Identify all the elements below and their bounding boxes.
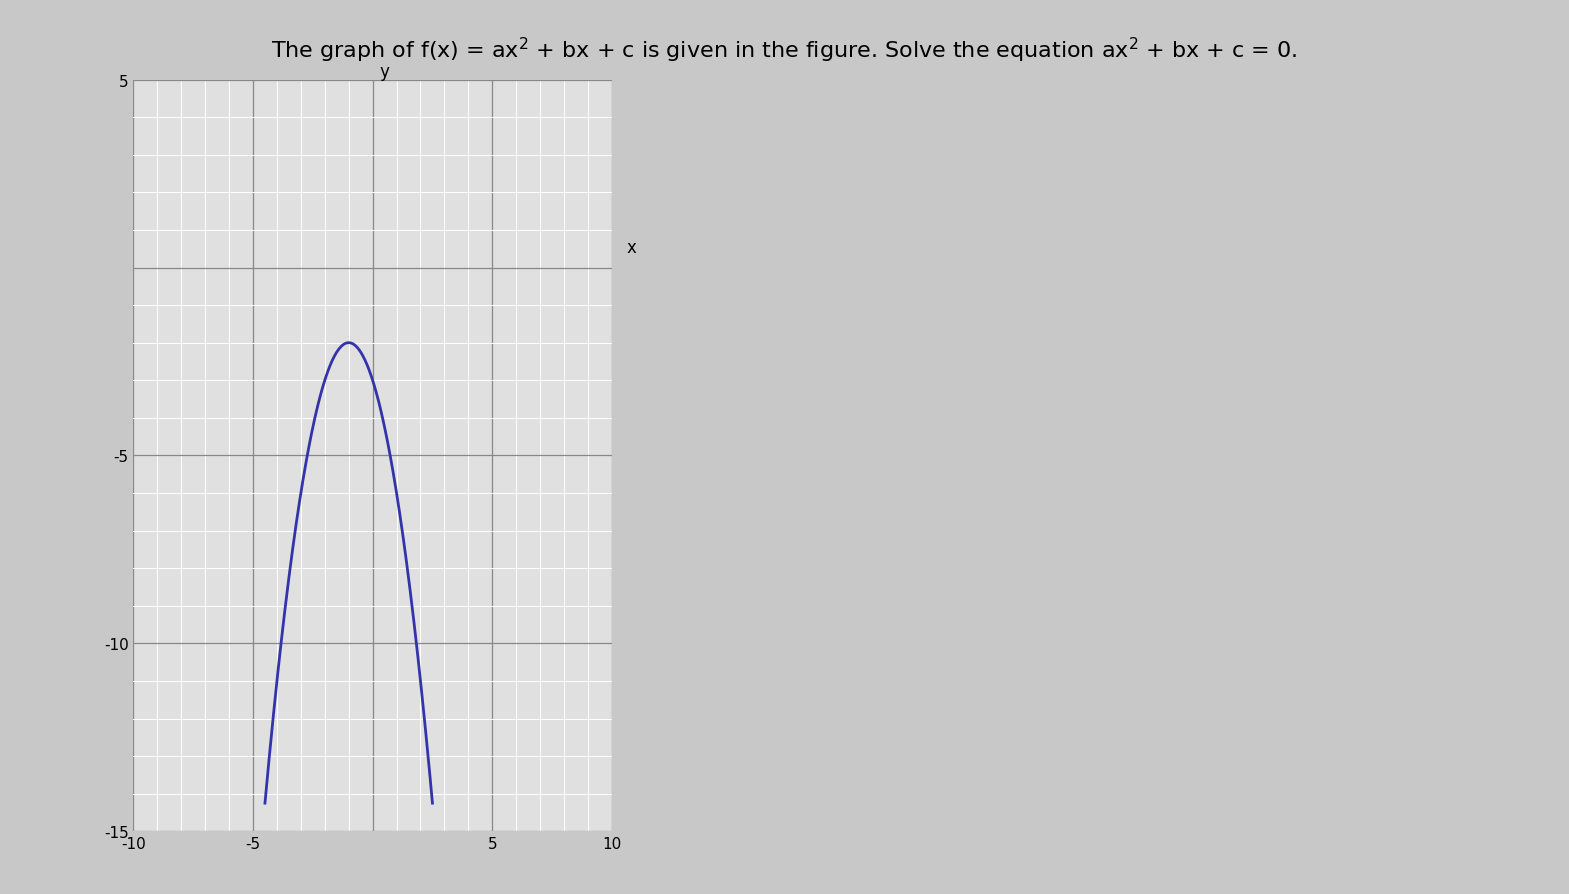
Text: x: x xyxy=(626,240,635,257)
Text: The graph of f(x) = ax$^2$ + bx + c is given in the figure. Solve the equation a: The graph of f(x) = ax$^2$ + bx + c is g… xyxy=(271,36,1298,65)
Text: y: y xyxy=(380,63,389,80)
